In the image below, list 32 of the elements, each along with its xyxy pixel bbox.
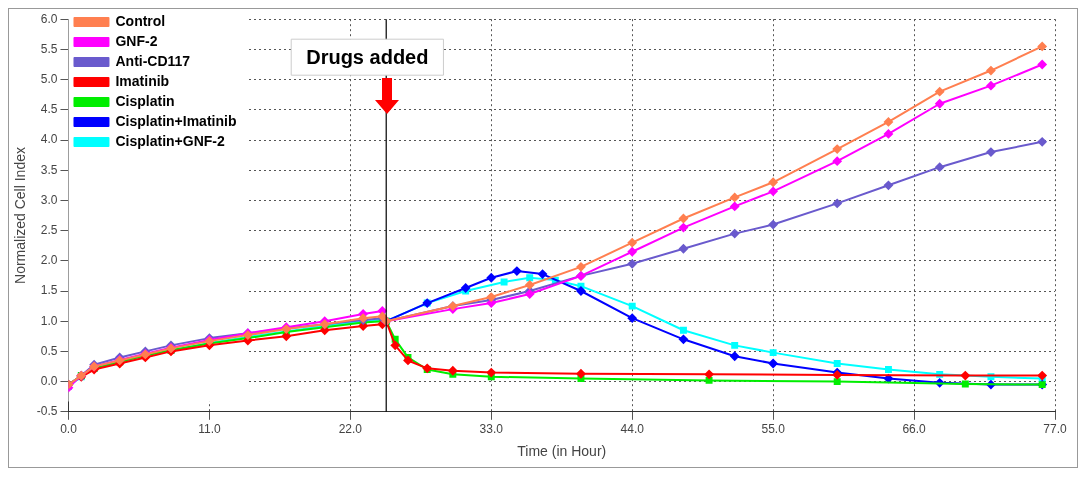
- ref-line-label: Drugs added: [306, 45, 429, 68]
- legend-label: Cisplatin: [115, 92, 175, 109]
- y-tick-label: 0.0: [40, 373, 58, 388]
- legend-label: Anti-CD117: [115, 52, 191, 69]
- y-tick-label: 4.0: [40, 132, 58, 147]
- x-tick-label: 33.0: [479, 422, 504, 437]
- x-tick-label: 0.0: [60, 422, 78, 437]
- y-axis-title: Normalized Cell Index: [12, 147, 29, 284]
- legend-label: Cisplatin+GNF-2: [115, 132, 225, 149]
- y-tick-label: -0.5: [36, 404, 58, 419]
- y-tick-label: 5.5: [40, 41, 58, 56]
- x-tick-label: 77.0: [1043, 422, 1067, 437]
- y-tick-label: 2.0: [40, 253, 58, 268]
- y-tick-label: 1.0: [40, 313, 58, 328]
- legend-label: Imatinib: [115, 72, 170, 89]
- y-tick-label: 0.5: [40, 343, 58, 358]
- y-tick-label: 3.5: [40, 162, 58, 177]
- x-tick-label: 22.0: [338, 422, 363, 437]
- y-tick-label: 2.5: [40, 222, 58, 237]
- x-tick-label: 55.0: [761, 422, 786, 437]
- x-tick-label: 44.0: [620, 422, 645, 437]
- y-tick-label: 3.0: [40, 192, 58, 207]
- x-axis-title: Time (in Hour): [517, 443, 607, 460]
- legend-label: Cisplatin+Imatinib: [115, 112, 237, 129]
- legend-label: Control: [115, 12, 166, 29]
- legend-label: GNF-2: [115, 32, 158, 49]
- y-tick-label: 1.5: [40, 283, 58, 298]
- y-tick-label: 6.0: [40, 11, 58, 26]
- y-tick-label: 5.0: [40, 71, 58, 86]
- y-tick-label: 4.5: [40, 102, 58, 117]
- x-tick-label: 66.0: [902, 422, 927, 437]
- x-tick-label: 11.0: [198, 422, 221, 437]
